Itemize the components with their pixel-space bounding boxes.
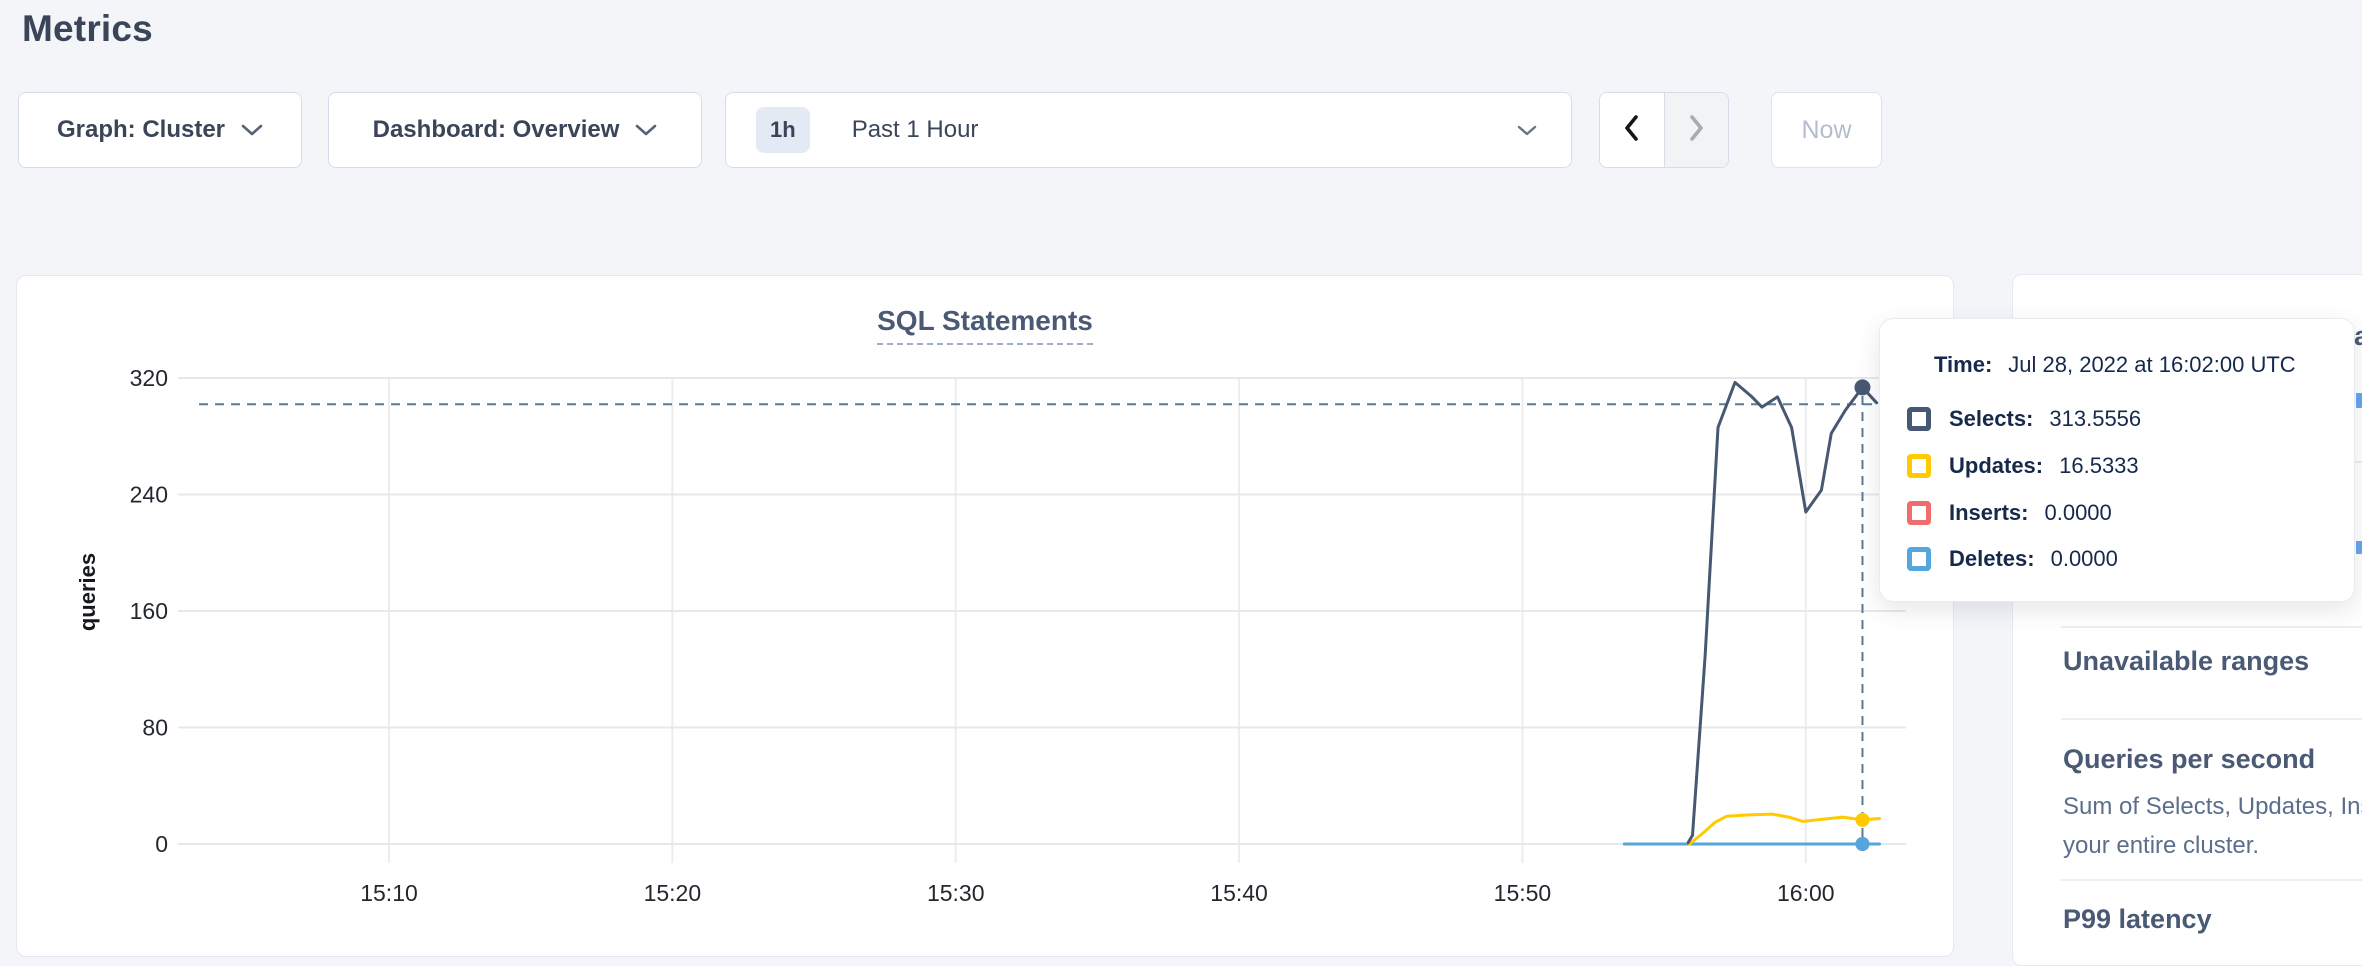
sidebar-heading-p99-latency: P99 latency (2063, 904, 2212, 934)
dashboard-dropdown-label: Dashboard: Overview (372, 116, 620, 143)
legend-color-swatch (1907, 407, 1931, 431)
hover-tooltip: Time: Jul 28, 2022 at 16:02:00 UTC Selec… (1879, 318, 2355, 602)
graph-dropdown[interactable]: Graph: Cluster (18, 92, 302, 168)
tooltip-row-inserts: Inserts: 0.0000 (1907, 498, 2112, 528)
clipped-text-fragment: a (2354, 321, 2362, 349)
chart-title[interactable]: SQL Statements (16, 305, 1954, 345)
next-time-button[interactable] (1664, 93, 1728, 167)
tooltip-time-row: Time: Jul 28, 2022 at 16:02:00 UTC (1934, 352, 2296, 377)
section-divider (2061, 879, 2362, 881)
legend-color-swatch (1907, 547, 1931, 571)
time-step-group (1599, 92, 1729, 168)
tooltip-row-updates: Updates: 16.5333 (1907, 451, 2139, 481)
tooltip-row-selects: Selects: 313.5556 (1907, 404, 2141, 434)
clipped-link-fragment (2356, 393, 2362, 408)
prev-time-button[interactable] (1600, 93, 1665, 167)
chevron-down-icon (241, 123, 263, 137)
now-button-label: Now (1801, 115, 1852, 144)
time-range-selector[interactable]: 1h Past 1 Hour (725, 92, 1572, 168)
section-divider (2061, 718, 2362, 720)
chevron-right-icon (1684, 112, 1708, 149)
tooltip-row-deletes: Deletes: 0.0000 (1907, 544, 2118, 574)
section-divider (2061, 626, 2362, 628)
chart-plot-area[interactable] (178, 378, 1906, 848)
legend-color-swatch (1907, 454, 1931, 478)
sidebar-heading-queries-per-second: Queries per second (2063, 744, 2316, 774)
legend-color-swatch (1907, 501, 1931, 525)
chevron-left-icon (1620, 112, 1644, 149)
page-title: Metrics (22, 8, 153, 49)
sidebar-description: Sum of Selects, Updates, Inserts your en… (2063, 793, 2362, 859)
chevron-down-icon (635, 123, 657, 137)
time-range-badge: 1h (756, 107, 810, 153)
chevron-down-icon (1517, 124, 1537, 137)
now-button[interactable]: Now (1771, 92, 1882, 168)
graph-dropdown-label: Graph: Cluster (56, 116, 226, 143)
sidebar-heading-unavailable-ranges: Unavailable ranges (2063, 646, 2310, 676)
dashboard-dropdown[interactable]: Dashboard: Overview (328, 92, 702, 168)
y-axis-label: queries (75, 552, 100, 632)
clipped-link-fragment (2356, 541, 2362, 554)
time-range-label: Past 1 Hour (851, 116, 979, 143)
